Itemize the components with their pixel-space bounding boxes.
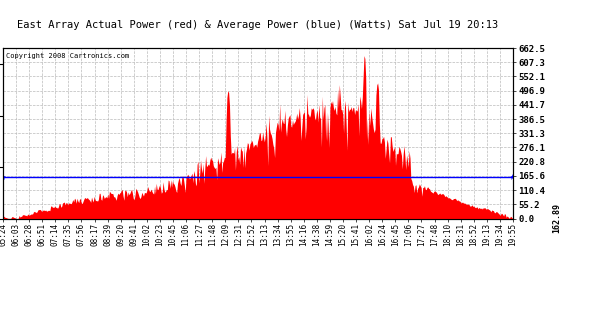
Text: 162.89: 162.89 <box>552 203 561 233</box>
Text: East Array Actual Power (red) & Average Power (blue) (Watts) Sat Jul 19 20:13: East Array Actual Power (red) & Average … <box>17 20 499 30</box>
Text: Copyright 2008 Cartronics.com: Copyright 2008 Cartronics.com <box>5 53 129 59</box>
